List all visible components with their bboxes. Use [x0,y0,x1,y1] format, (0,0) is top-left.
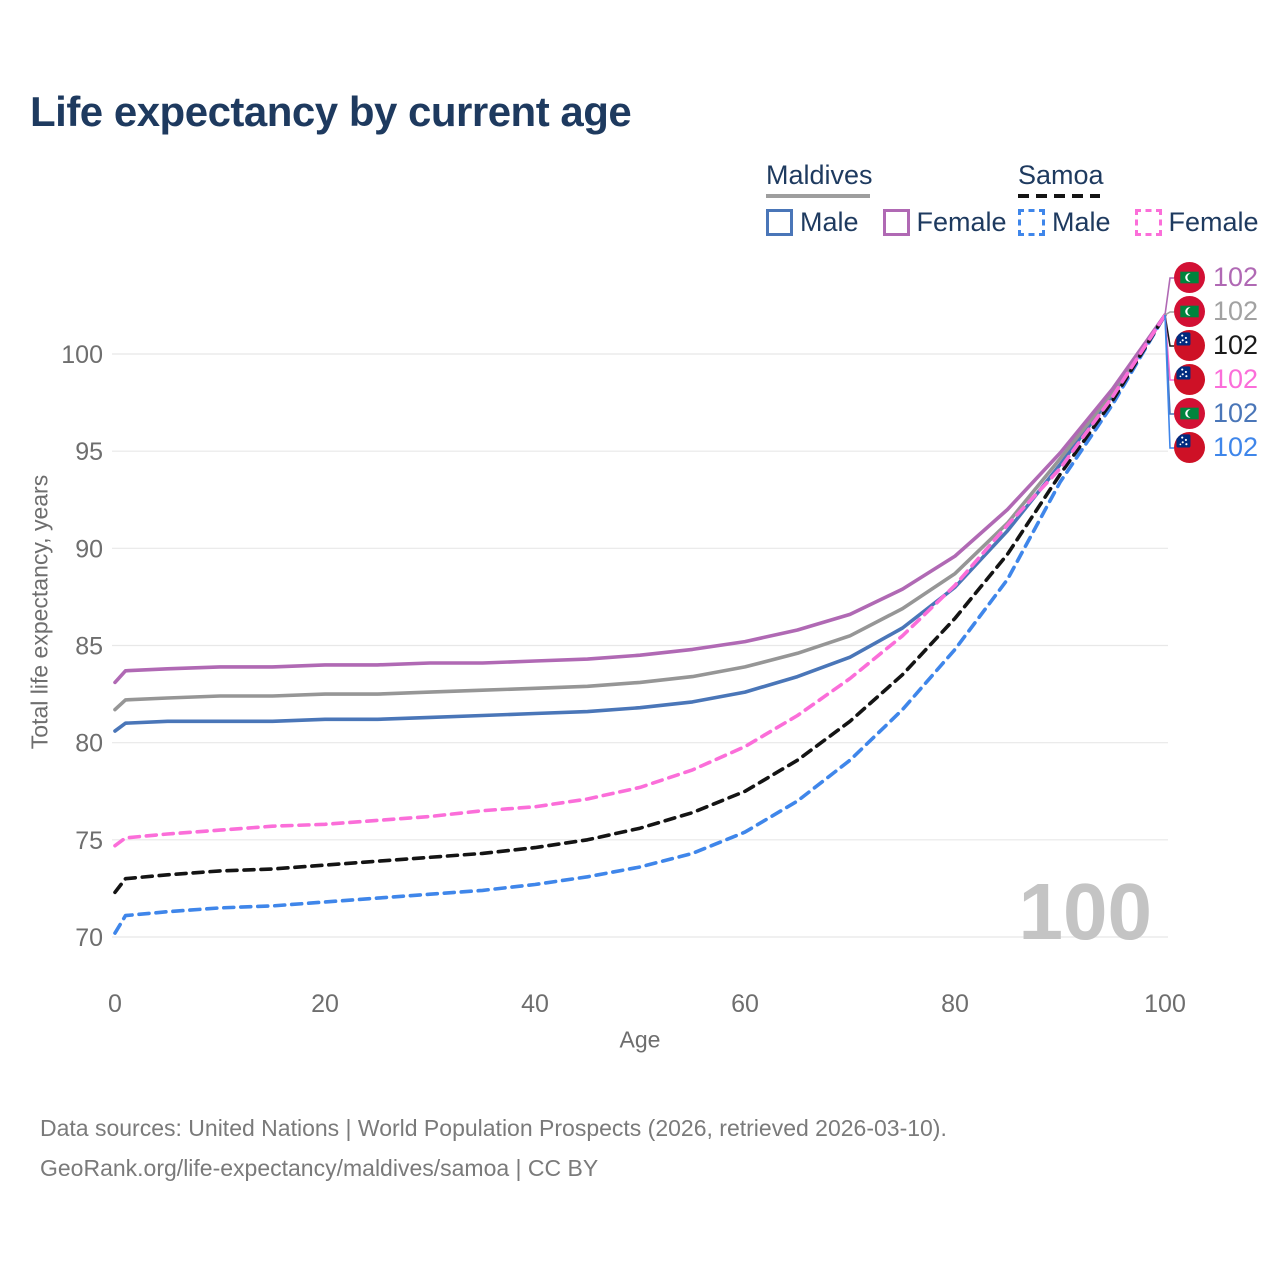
samoa-flag-icon [1174,364,1205,395]
end-label-samoa-female: 102 [1174,364,1258,395]
legend-item-maldives-female[interactable]: Female [882,207,1007,238]
series-line-samoa-female[interactable] [113,313,1167,848]
end-value: 102 [1213,364,1259,394]
samoa-male-swatch-icon [1018,209,1045,236]
legend-item-samoa-female[interactable]: Female [1134,207,1259,238]
legend-item-samoa-male[interactable]: Male [1018,207,1111,238]
x-tick-label: 0 [108,990,122,1018]
y-tick-label: 90 [75,535,103,563]
series-line-samoa-total[interactable] [113,313,1167,895]
legend-country-samoa: Samoa [1018,160,1104,190]
legend-row-maldives: Male Female [766,207,1007,238]
samoa-flag-icon [1174,330,1205,361]
y-tick-label: 70 [75,924,103,952]
page-title: Life expectancy by current age [30,88,632,135]
footer: Data sources: United Nations | World Pop… [40,1108,947,1188]
leader-line [1164,277,1174,316]
samoa-flag-icon [1174,432,1205,463]
y-tick-label: 95 [75,438,103,466]
end-value: 102 [1213,432,1259,462]
legend-label: Female [916,207,1007,237]
end-label-maldives-male: 102 [1174,398,1258,429]
legend-label: Male [1052,207,1111,237]
y-tick-label: 75 [75,827,103,855]
end-value: 102 [1213,398,1259,428]
series-line-maldives-total[interactable] [113,313,1167,712]
legend-item-maldives-male[interactable]: Male [766,207,859,238]
leader-line [1164,314,1174,449]
y-axis-title: Total life expectancy, years [26,474,53,750]
legend-row-samoa: Male Female [1018,207,1259,238]
maldives-flag-icon [1174,398,1205,429]
x-axis-title: Age [619,1026,661,1053]
leader-line [1164,311,1174,316]
footer-url-line: GeoRank.org/life-expectancy/maldives/sam… [40,1155,599,1181]
leader-line [1164,314,1174,347]
maldives-line-style-swatch [766,194,870,198]
end-value: 102 [1213,330,1259,360]
samoa-female-swatch-icon [1134,209,1162,236]
current-age-watermark: 100 [1018,867,1152,956]
samoa-line-style-swatch [1018,194,1100,198]
y-tick-label: 85 [75,633,103,661]
series-line-maldives-male[interactable] [113,313,1167,733]
legend-group-samoa: Samoa Male Female [1018,160,1259,238]
maldives-flag-icon [1174,296,1205,327]
y-tick-label: 100 [61,341,103,369]
x-tick-label: 20 [311,990,339,1018]
series-line-maldives-female[interactable] [113,313,1167,685]
end-label-maldives-female: 102 [1174,262,1258,293]
end-label-samoa-male: 102 [1174,432,1258,463]
legend-label: Female [1168,207,1259,237]
legend-country-maldives: Maldives [766,160,873,190]
maldives-flag-icon [1174,262,1205,293]
end-value: 102 [1213,296,1259,326]
end-value: 102 [1213,262,1259,292]
x-tick-label: 40 [521,990,549,1018]
x-tick-label: 80 [941,990,969,1018]
end-label-maldives-total: 102 [1174,296,1258,327]
footer-sources-line: Data sources: United Nations | World Pop… [40,1115,947,1141]
legend-label: Male [800,207,859,237]
maldives-female-swatch-icon [882,209,910,236]
series-line-samoa-male[interactable] [113,313,1167,935]
legend-group-maldives: Maldives Male Female [766,160,1007,238]
maldives-male-swatch-icon [766,209,793,236]
x-tick-label: 100 [1144,990,1186,1018]
x-tick-label: 60 [731,990,759,1018]
y-tick-label: 80 [75,730,103,758]
end-label-samoa-total: 102 [1174,330,1258,361]
